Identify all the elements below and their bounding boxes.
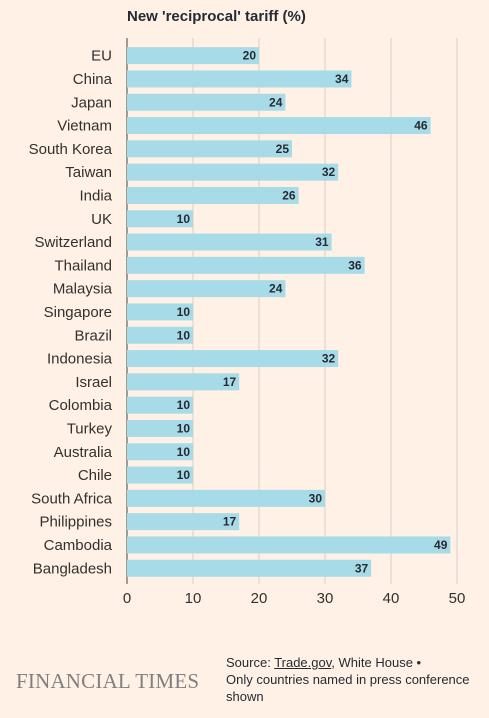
value-label: 34 bbox=[335, 72, 349, 86]
source-prefix: Source: bbox=[226, 655, 275, 670]
x-axis-ticks: 0 10 20 30 40 50 bbox=[123, 590, 466, 607]
category-label: Cambodia bbox=[44, 537, 113, 554]
source-rest: , White House • bbox=[331, 655, 422, 670]
category-label: Singapore bbox=[44, 304, 112, 321]
category-label: Turkey bbox=[67, 420, 113, 437]
bar bbox=[127, 93, 286, 111]
category-label: Malaysia bbox=[53, 281, 113, 298]
value-label: 17 bbox=[223, 375, 237, 389]
category-label: Bangladesh bbox=[33, 560, 112, 577]
bar bbox=[127, 559, 372, 577]
category-label: UK bbox=[91, 211, 112, 228]
category-label: Colombia bbox=[49, 397, 113, 414]
bar bbox=[127, 466, 193, 484]
x-tick-label: 10 bbox=[185, 590, 202, 607]
category-label: China bbox=[73, 71, 113, 88]
bar bbox=[127, 256, 365, 274]
bar bbox=[127, 373, 240, 391]
category-labels: EU China Japan Vietnam South Korea Taiwan Indi… bbox=[29, 48, 113, 578]
category-label: Chile bbox=[78, 467, 112, 484]
bar bbox=[127, 233, 332, 251]
value-label: 25 bbox=[276, 142, 290, 156]
category-label: Australia bbox=[54, 444, 113, 461]
x-tick-label: 50 bbox=[449, 590, 466, 607]
category-label: Vietnam bbox=[57, 118, 112, 135]
value-label: 10 bbox=[177, 468, 191, 482]
bar bbox=[127, 326, 193, 344]
value-label: 49 bbox=[434, 538, 448, 552]
value-label: 10 bbox=[177, 328, 191, 342]
bar bbox=[127, 419, 193, 437]
value-label: 24 bbox=[269, 282, 283, 296]
ft-logo: FINANCIAL TIMES bbox=[16, 669, 200, 693]
bar bbox=[127, 70, 352, 88]
bar bbox=[127, 163, 339, 181]
bar bbox=[127, 280, 286, 298]
bar bbox=[127, 536, 451, 554]
value-label: 36 bbox=[348, 258, 362, 272]
category-label: Indonesia bbox=[47, 351, 113, 368]
category-label: India bbox=[79, 187, 112, 204]
bar bbox=[127, 443, 193, 461]
bars bbox=[127, 47, 451, 577]
bar bbox=[127, 396, 193, 414]
bar bbox=[127, 140, 292, 158]
category-label: Brazil bbox=[74, 327, 112, 344]
bar bbox=[127, 513, 240, 531]
value-label: 32 bbox=[322, 165, 336, 179]
value-labels: 20 34 24 46 25 32 26 10 31 36 24 10 10 32 17 10 10 10 10 30… bbox=[177, 49, 448, 576]
bar bbox=[127, 350, 339, 368]
value-label: 10 bbox=[177, 212, 191, 226]
bar bbox=[127, 117, 431, 135]
value-label: 32 bbox=[322, 352, 336, 366]
bar bbox=[127, 210, 193, 228]
category-label: South Africa bbox=[31, 490, 113, 507]
category-label: Thailand bbox=[54, 257, 112, 274]
value-label: 10 bbox=[177, 398, 191, 412]
category-label: Israel bbox=[75, 374, 112, 391]
value-label: 24 bbox=[269, 95, 283, 109]
source-note: Source: Trade.gov, White House • Only co… bbox=[226, 654, 476, 705]
category-label: Taiwan bbox=[65, 164, 112, 181]
bar bbox=[127, 47, 259, 65]
value-label: 46 bbox=[414, 119, 428, 133]
bar bbox=[127, 489, 325, 507]
x-tick-label: 0 bbox=[123, 590, 131, 607]
category-label: Philippines bbox=[39, 514, 112, 531]
x-tick-label: 30 bbox=[317, 590, 334, 607]
x-tick-label: 40 bbox=[383, 590, 400, 607]
x-tick-label: 20 bbox=[251, 590, 268, 607]
bar bbox=[127, 303, 193, 321]
source-note-text: Only countries named in press conference… bbox=[226, 672, 470, 704]
value-label: 10 bbox=[177, 305, 191, 319]
value-label: 10 bbox=[177, 445, 191, 459]
category-label: Switzerland bbox=[34, 234, 112, 251]
chart-title: New 'reciprocal' tariff (%) bbox=[127, 8, 306, 25]
value-label: 26 bbox=[282, 188, 296, 202]
value-label: 10 bbox=[177, 421, 191, 435]
category-label: EU bbox=[91, 48, 112, 65]
bar bbox=[127, 186, 299, 204]
value-label: 31 bbox=[315, 235, 329, 249]
category-label: South Korea bbox=[29, 141, 113, 158]
value-label: 17 bbox=[223, 515, 237, 529]
value-label: 20 bbox=[243, 49, 257, 63]
source-link[interactable]: Trade.gov bbox=[274, 655, 332, 670]
category-label: Japan bbox=[71, 94, 112, 111]
value-label: 30 bbox=[309, 491, 323, 505]
value-label: 37 bbox=[355, 561, 369, 575]
